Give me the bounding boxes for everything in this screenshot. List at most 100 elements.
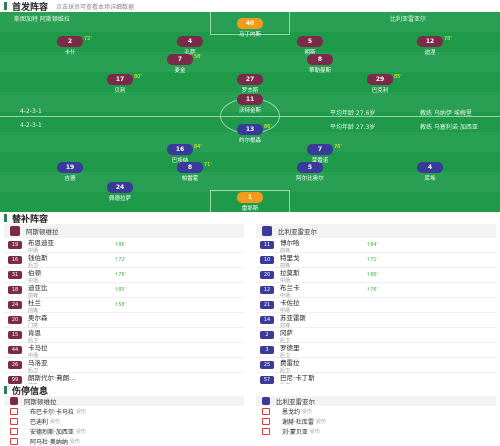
sub-player-row[interactable]: 10 特里戈 前锋 ↑71' — [256, 253, 496, 269]
player-shirt-number: 4 — [417, 162, 443, 173]
sub-player-row[interactable]: 11 博尔哈 前锋 ↑84' — [256, 238, 496, 254]
sub-player-row[interactable]: 19 布恩迪亚 中场 ↑86' — [4, 238, 244, 254]
player-shirt-number: 5 — [297, 36, 323, 47]
sub-player-row[interactable]: 20 拉莫斯 中场 ↑86' — [256, 267, 496, 284]
sub-player-row[interactable]: 12 布兰卡 中场 ↑76' — [256, 283, 496, 299]
away-subs-team-row: 比利亚雷亚尔 — [256, 224, 496, 238]
sub-player-info: 拉莫斯 中场 — [280, 267, 300, 284]
away-injury-list: 恩戈约 受伤 谢赫·杜库雷 受伤 刘·蒙贝亚 受伤 — [256, 406, 496, 436]
injured-player-name: 恩戈约 — [282, 408, 301, 416]
sub-player-row[interactable]: 15 肯恩 后卫 — [4, 328, 244, 344]
player-name: 吉德 — [64, 176, 76, 182]
injury-row[interactable]: 恩戈约 受伤 — [256, 406, 496, 416]
sub-player-position: 后卫 — [280, 352, 291, 359]
player-home[interactable]: 12 迪涅 78' — [400, 36, 460, 56]
sub-player-row[interactable]: 16 钱伯斯 后卫 ↑72' — [4, 253, 244, 269]
lineup-title: 首发阵容 — [12, 2, 49, 13]
injury-row[interactable]: 布巴卡尔·卡马拉 受伤 — [4, 406, 244, 416]
away-team-logo-icon — [262, 397, 270, 405]
player-event: 58' — [194, 54, 202, 60]
injury-reason: 受伤 — [302, 408, 313, 415]
section-marker — [4, 2, 7, 10]
player-away[interactable]: 24 佩德拉萨 — [90, 182, 150, 202]
sub-shirt-number: 21 — [260, 301, 274, 309]
lineup-header: 首发阵容 点击球员可查看本场详细数据 — [0, 0, 500, 13]
player-event: 71' — [204, 162, 212, 168]
home-subs-team-name: 阿斯顿维拉 — [26, 228, 59, 236]
player-home[interactable]: 7 麦金 58' — [150, 54, 210, 74]
player-away[interactable]: 19 吉德 — [40, 162, 100, 182]
sub-shirt-number: 19 — [8, 241, 22, 249]
sub-player-position: 中场 — [28, 277, 39, 284]
home-injury-list: 布巴卡尔·卡马拉 受伤 巴迪利 受伤 安德烈斯·加西亚 受伤 阿马杜·奥纳纳 受伤 — [4, 406, 244, 446]
sub-player-row[interactable]: 20 奥尔森 门将 — [4, 312, 244, 329]
player-name: 莫雷诺 — [311, 158, 329, 164]
sub-player-row[interactable]: 2 冈萨 后卫 — [256, 328, 496, 344]
player-home[interactable]: 8 蒂勒曼斯 — [290, 54, 350, 74]
player-shirt-number: 5 — [297, 162, 323, 173]
injury-row[interactable]: 谢赫·杜库雷 受伤 — [256, 416, 496, 426]
sub-player-row[interactable]: 14 苏亚雷斯 前锋 — [256, 313, 496, 329]
player-name: 巴克利 — [371, 88, 389, 94]
sub-shirt-number: 11 — [260, 241, 274, 249]
player-shirt-number: 27 — [237, 74, 263, 85]
sub-player-position: 前锋 — [280, 322, 291, 329]
sub-player-row[interactable]: 25 费雷拉 后卫 — [256, 358, 496, 374]
sub-player-position: 中场 — [280, 277, 291, 284]
player-away[interactable]: 8 帕雷霍 71' — [160, 162, 220, 182]
sub-event: ↑78' — [114, 272, 126, 278]
away-subs-column: 比利亚雷亚尔 11 博尔哈 前锋 ↑84' 10 特里戈 前锋 ↑71' 20 拉莫斯 中场 ↑86'… — [256, 224, 496, 389]
player-away[interactable]: 16 巴埃纳 84' — [150, 144, 210, 164]
sub-player-row[interactable]: 24 杜兰 前锋 ↑58' — [4, 297, 244, 314]
player-away[interactable]: 4 库埃 — [400, 162, 460, 182]
player-home[interactable]: 4 孔萨 — [160, 36, 220, 56]
away-subs-list: 11 博尔哈 前锋 ↑84' 10 特里戈 前锋 ↑71' 20 拉莫斯 中场 ↑86' 12 布兰卡 中场… — [256, 238, 496, 389]
player-home[interactable]: 11 沃特金斯 — [220, 94, 280, 114]
sub-shirt-number: 18 — [8, 286, 22, 294]
sub-player-name: 拉莫斯 — [280, 268, 300, 277]
away-team-name: 比利亚雷亚尔 — [390, 16, 427, 23]
sub-player-row[interactable]: 21 卡佐拉 中场 — [256, 298, 496, 314]
sub-player-position: 中场 — [28, 352, 39, 359]
player-away[interactable]: 5 阿尔比奥尔 — [280, 162, 340, 182]
away-penalty-box — [210, 190, 290, 212]
sub-player-name: 布恩迪亚 — [28, 238, 54, 247]
home-subs-list: 19 布恩迪亚 中场 ↑86' 16 钱伯斯 后卫 ↑72' 31 伯顿 中场 ↑78' 18 迪亚比 前锋… — [4, 238, 244, 389]
sub-shirt-number: 3 — [260, 346, 274, 354]
player-away[interactable]: 13 约尔根森 86' — [220, 124, 280, 144]
injury-reason: 受伤 — [50, 418, 61, 425]
section-marker — [4, 214, 7, 222]
player-name: 贝利 — [114, 88, 126, 94]
injury-icon — [10, 407, 18, 415]
sub-player-info: 杜兰 前锋 — [28, 297, 41, 314]
sub-player-row[interactable]: 18 迪亚比 前锋 ↑85' — [4, 283, 244, 299]
sub-player-row[interactable]: 3 罗德里 后卫 — [256, 343, 496, 359]
player-away-gk[interactable]: 1 雷耶斯 — [220, 192, 280, 212]
player-home-gk[interactable]: 40 马丁内斯 — [220, 18, 280, 38]
injury-row[interactable]: 刘·蒙贝亚 受伤 — [256, 426, 496, 436]
injury-row[interactable]: 阿马杜·奥纳纳 受伤 — [4, 436, 244, 446]
player-home[interactable]: 2 卡什 72' — [40, 36, 100, 56]
player-name: 卡什 — [64, 50, 76, 56]
sub-player-row[interactable]: 31 伯顿 中场 ↑78' — [4, 268, 244, 284]
injury-reason: 受伤 — [75, 408, 86, 415]
sub-player-name: 特里戈 — [280, 253, 300, 262]
injury-row[interactable]: 巴迪利 受伤 — [4, 416, 244, 426]
sub-player-info: 奥尔森 门将 — [28, 312, 48, 329]
player-home[interactable]: 17 贝利 80' — [90, 74, 150, 94]
sub-player-name: 杜兰 — [28, 298, 41, 307]
player-name: 明斯 — [304, 50, 316, 56]
away-avg-age: 平均年龄 27.3岁 — [330, 124, 376, 131]
lineup-subtitle: 点击球员可查看本场详细数据 — [56, 3, 135, 11]
player-away[interactable]: 7 莫雷诺 76' — [290, 144, 350, 164]
sub-player-row[interactable]: 44 卡马拉 中场 — [4, 343, 244, 359]
injury-row[interactable]: 安德烈斯·加西亚 受伤 — [4, 426, 244, 436]
sub-player-row[interactable]: 26 马洛亚 后卫 — [4, 358, 244, 374]
player-home[interactable]: 27 罗杰斯 — [220, 74, 280, 94]
player-home[interactable]: 5 明斯 — [280, 36, 340, 56]
player-home[interactable]: 29 巴克利 85' — [350, 74, 410, 94]
player-shirt-number: 11 — [237, 94, 263, 105]
player-name: 雷耶斯 — [241, 206, 259, 212]
player-event: 80' — [134, 74, 142, 80]
